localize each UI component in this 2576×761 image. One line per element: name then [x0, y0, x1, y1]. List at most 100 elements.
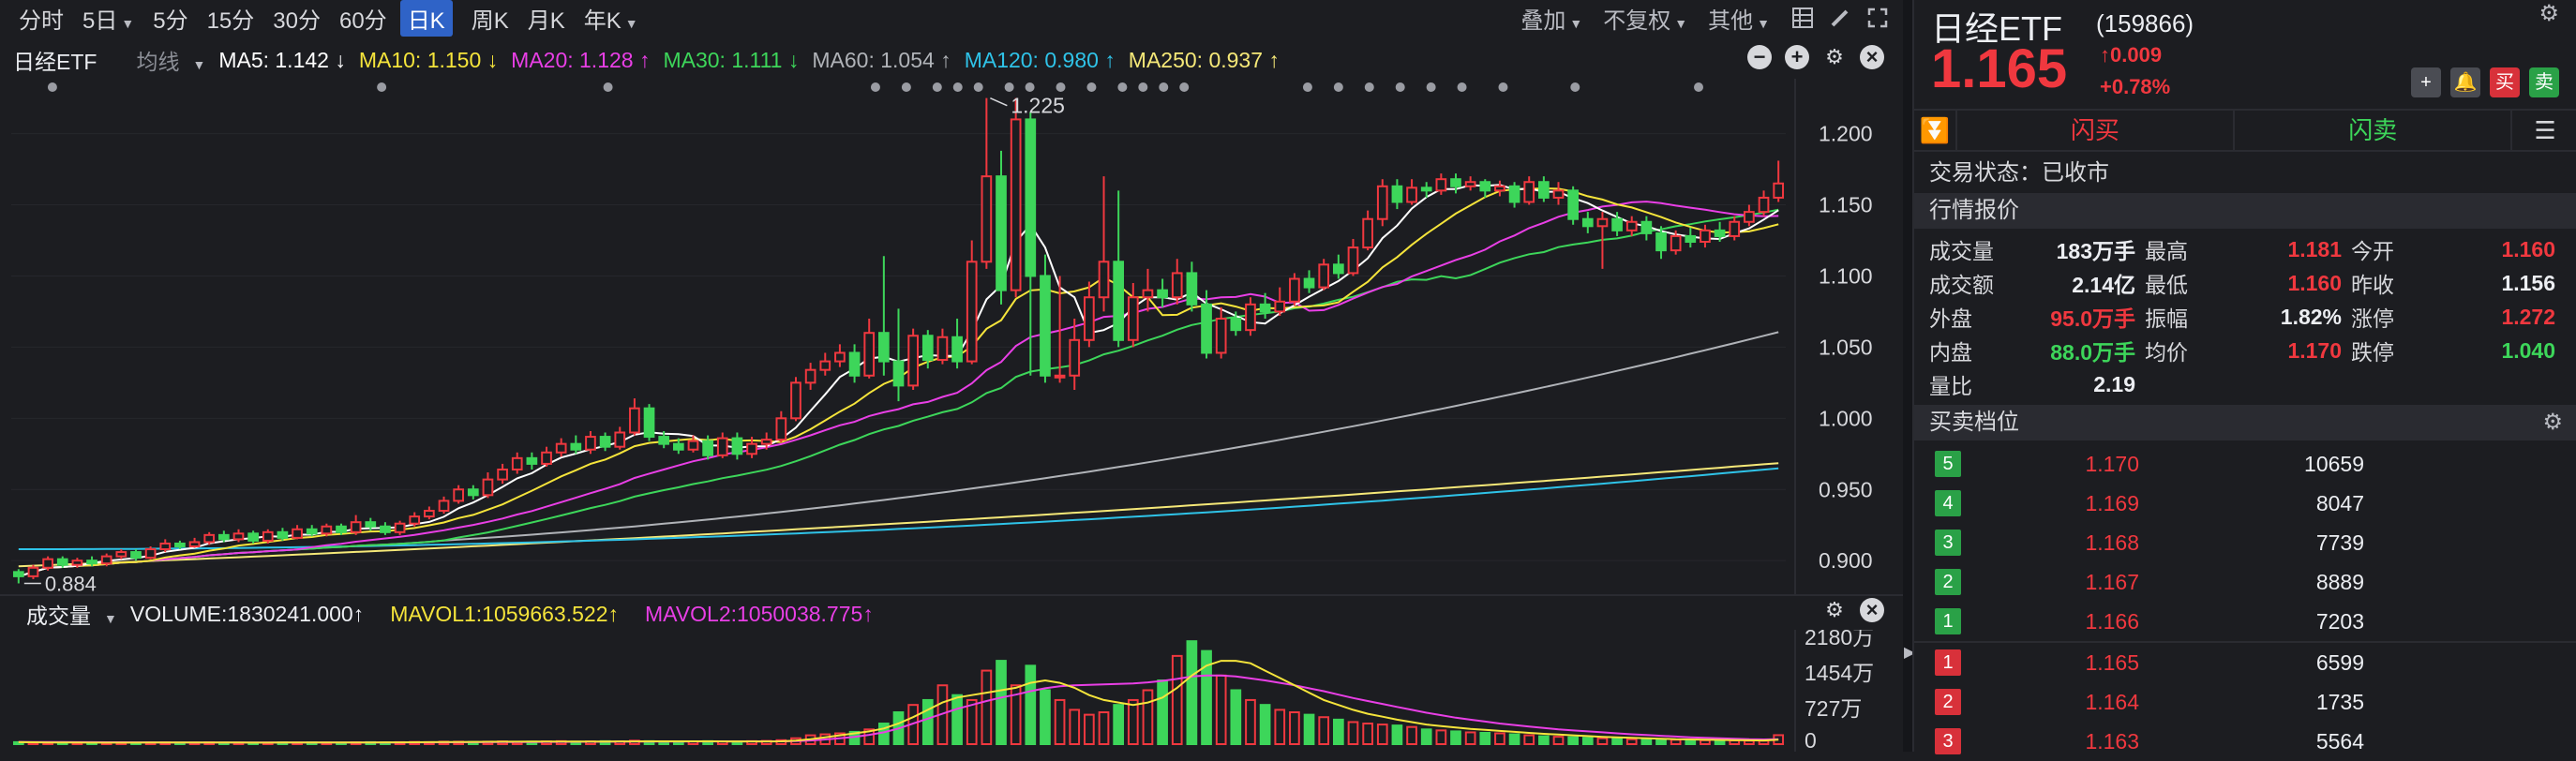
candle-up [863, 332, 876, 377]
quote-value: 2.14亿 [2072, 273, 2135, 297]
candle-down [1479, 181, 1491, 192]
ask-row[interactable]: 5 1.170 10659 [1914, 444, 2576, 484]
volume-bar-up [1274, 709, 1286, 745]
adjust-dropdown[interactable]: 不复权 ▼ [1603, 7, 1688, 34]
candle-down [277, 530, 289, 539]
period-year[interactable]: 年K ▼ [583, 7, 638, 34]
candle-down [56, 558, 68, 566]
minus-icon[interactable]: − [1747, 45, 1772, 69]
collapse-icon[interactable]: ⏬ [1919, 116, 1951, 144]
volume-bar-up [1171, 654, 1183, 745]
ma30-value: MA30: 1.111 ↓ [663, 47, 800, 72]
high-label: 1.225 [1011, 94, 1065, 118]
candle-up [1729, 220, 1741, 237]
volume-plot[interactable]: 2180万 1454万 727万 0 [0, 630, 1903, 752]
candle-up [1406, 187, 1417, 203]
bell-icon[interactable]: 🔔 [2450, 67, 2480, 97]
quote-table: 成交量 183万手 最高 1.181 今开 1.160 成交额 2.14亿 最低 1.160 昨收 1… [1929, 232, 2567, 401]
candle-up [555, 442, 567, 454]
period-15min[interactable]: 15分 [206, 7, 255, 34]
candle-down [1259, 303, 1271, 313]
buy-button[interactable]: 买 [2490, 67, 2520, 97]
volume-indicator-label[interactable]: 成交量 ▼ [26, 604, 117, 628]
candle-up [1069, 338, 1081, 377]
period-5min[interactable]: 5分 [153, 7, 188, 34]
volume-bar-down [1640, 738, 1653, 746]
ask-price: 1.168 [2085, 530, 2139, 555]
event-marker [1086, 82, 1097, 92]
bid-price: 1.163 [2085, 728, 2139, 754]
candlestick-plot[interactable]: 1.200 1.150 1.100 1.050 1.000 0.950 0.900 1.225… [0, 79, 1903, 594]
volume-bar-down [1611, 738, 1623, 745]
volume-bar-up [1142, 689, 1154, 745]
ask-row[interactable]: 1 1.166 7203 [1914, 602, 2576, 641]
ask-row[interactable]: 4 1.169 8047 [1914, 484, 2576, 523]
add-watchlist-button[interactable]: + [2411, 67, 2441, 97]
candle-down [570, 442, 582, 451]
period-week[interactable]: 周K [471, 7, 509, 34]
close-icon[interactable]: × [1860, 45, 1884, 69]
bid-level: 1 [1935, 649, 1961, 676]
event-marker [952, 82, 963, 92]
fullscreen-icon[interactable] [1865, 6, 1890, 30]
more-dropdown[interactable]: 其他 ▼ [1708, 7, 1770, 34]
gear-icon[interactable]: ⚙ [1825, 598, 1844, 621]
volume-bar-down [1479, 731, 1491, 746]
period-30min[interactable]: 30分 [273, 7, 321, 34]
gear-icon[interactable]: ⚙ [2539, 1, 2559, 26]
ask-row[interactable]: 2 1.167 8889 [1914, 562, 2576, 602]
flash-sell-button[interactable]: 闪卖 [2233, 111, 2510, 150]
grid-icon[interactable] [1790, 6, 1815, 30]
candle-up [1552, 189, 1565, 199]
bid-volume: 5564 [2315, 728, 2364, 754]
bid-level: 2 [1935, 689, 1961, 715]
candle-up [746, 442, 757, 455]
candle-up [966, 261, 978, 363]
volume-bar-down [1391, 724, 1403, 745]
bid-row[interactable]: 2 1.164 1735 [1914, 682, 2576, 722]
candle-up [1523, 181, 1535, 203]
period-60min[interactable]: 60分 [338, 7, 387, 34]
last-price: 1.165 [1931, 38, 2068, 99]
bid-row[interactable]: 1 1.165 6599 [1914, 643, 2576, 682]
ma-legend: 日经ETF 均线 ▼ MA5: 1.142 ↓ MA10: 1.150 ↓ MA2… [0, 41, 1903, 79]
candle-up [716, 437, 728, 456]
ask-row[interactable]: 3 1.168 7739 [1914, 523, 2576, 562]
splitter[interactable]: ▶ [1903, 0, 1915, 752]
pen-icon[interactable] [1828, 6, 1852, 30]
y-tick-label: 0.900 [1819, 548, 1873, 573]
candle-up [1084, 296, 1095, 341]
sell-button[interactable]: 卖 [2529, 67, 2559, 97]
candle-down [848, 351, 861, 377]
period-5day[interactable]: 5日 ▼ [82, 7, 135, 34]
volume-bar-up [1010, 684, 1022, 745]
volume-bar-down [1025, 664, 1037, 745]
ma20-value: MA20: 1.128 ↑ [511, 47, 651, 72]
menu-icon[interactable]: ☰ [2510, 111, 2576, 150]
candle-up [834, 351, 846, 363]
close-icon[interactable]: × [1860, 598, 1884, 622]
volume-tick-label: 0 [1805, 728, 1817, 752]
candle-up [262, 530, 274, 542]
price-change: ↑0.009 [2100, 43, 2163, 67]
overlay-dropdown[interactable]: 叠加 ▼ [1520, 7, 1583, 34]
plus-icon[interactable]: + [1785, 45, 1809, 69]
volume-bar-up [1318, 716, 1330, 745]
bid-row[interactable]: 3 1.163 5564 [1914, 722, 2576, 761]
candle-down [658, 436, 670, 445]
period-minute[interactable]: 分时 [19, 7, 64, 34]
candle-up [409, 515, 421, 525]
candle-down [86, 560, 97, 565]
flash-buy-button[interactable]: 闪买 [1954, 111, 2233, 150]
gear-icon[interactable]: ⚙ [2542, 410, 2563, 435]
candle-down [1714, 229, 1726, 237]
indicator-type[interactable]: 均线 ▼ [136, 50, 206, 74]
candle-down [1157, 289, 1168, 299]
period-month[interactable]: 月K [527, 7, 565, 34]
candle-up [1318, 263, 1330, 289]
candle-down [599, 436, 611, 448]
gear-icon[interactable]: ⚙ [1825, 45, 1844, 68]
candle-down [1581, 217, 1594, 228]
candle-up [1215, 318, 1227, 354]
period-day[interactable]: 日K [399, 0, 453, 37]
